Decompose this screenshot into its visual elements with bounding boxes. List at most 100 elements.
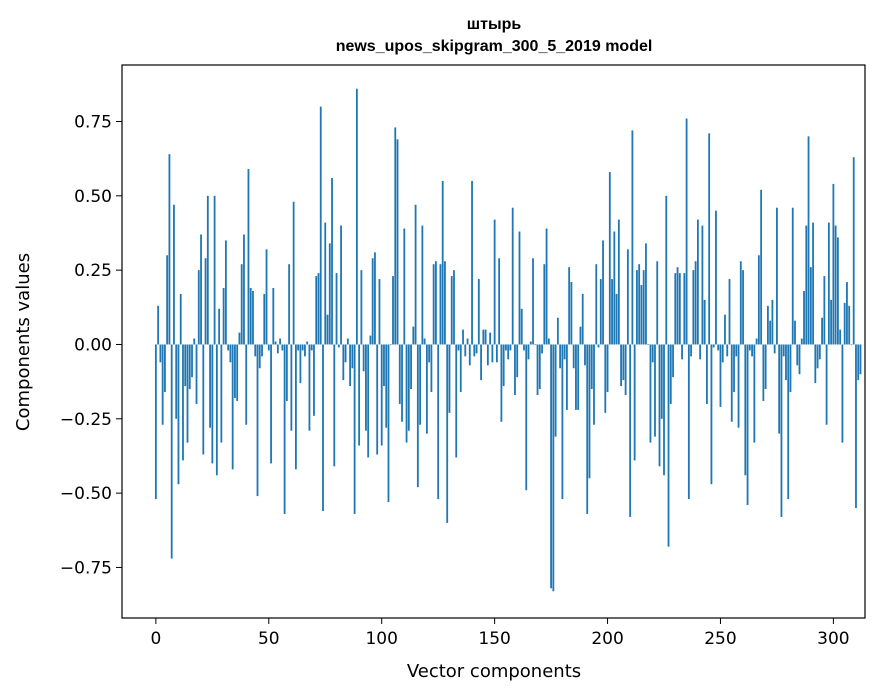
bar-13 [184, 344, 187, 387]
plot-frame [121, 64, 866, 619]
bar-243 [703, 299, 706, 345]
bar-168 [534, 344, 537, 346]
bar-237 [690, 344, 693, 357]
x-axis-label: Vector components [407, 661, 581, 682]
bar-25 [211, 344, 214, 464]
bar-242 [701, 225, 704, 345]
bar-221 [654, 344, 656, 437]
bar-182 [565, 344, 568, 410]
bar-238 [692, 270, 695, 345]
bar-85 [346, 338, 349, 345]
bar-156 [507, 344, 510, 360]
bar-3 [161, 344, 164, 425]
bar-90 [358, 344, 361, 446]
bar-23 [206, 195, 209, 345]
chart-title-line1: штырь [467, 16, 522, 33]
y-tick-label: 0.00 [74, 335, 112, 355]
bar-78 [331, 177, 333, 345]
bar-171 [541, 344, 543, 354]
bar-29 [220, 344, 223, 443]
bar-203 [613, 231, 616, 345]
bar-92 [362, 344, 365, 372]
bar-164 [525, 344, 528, 491]
bar-130 [448, 344, 451, 413]
chart-title-line2: news_upos_skipgram_300_5_2019 model [336, 38, 653, 55]
bar-302 [837, 237, 839, 345]
bar-180 [561, 344, 564, 500]
bar-81 [337, 344, 340, 348]
bar-235 [685, 118, 688, 345]
bar-187 [577, 344, 580, 410]
bar-72 [317, 273, 320, 345]
y-tick-label: 0.50 [74, 187, 112, 207]
bar-126 [439, 264, 442, 345]
bar-135 [459, 344, 462, 393]
bar-249 [717, 344, 720, 351]
bar-223 [658, 344, 661, 467]
bar-280 [787, 344, 790, 500]
bar-89 [355, 88, 358, 345]
bar-142 [475, 344, 478, 354]
bar-84 [344, 344, 347, 363]
bar-286 [800, 338, 803, 345]
bar-233 [681, 344, 683, 360]
bar-45 [256, 344, 259, 497]
bar-8 [173, 204, 175, 345]
bar-46 [258, 344, 261, 369]
bar-252 [724, 314, 726, 345]
bar-14 [186, 344, 189, 443]
bar-276 [778, 344, 781, 434]
bar-163 [523, 344, 525, 351]
bar-50 [267, 344, 270, 351]
bar-270 [764, 344, 767, 390]
bar-106 [394, 127, 397, 345]
bar-236 [687, 344, 690, 500]
bar-285 [798, 344, 801, 375]
bar-297 [825, 344, 828, 425]
bar-57 [283, 344, 286, 514]
bar-22 [204, 258, 207, 345]
bar-131 [450, 276, 453, 345]
bar-51 [270, 344, 272, 464]
bar-18 [195, 344, 198, 404]
bar-56 [281, 344, 284, 351]
bar-210 [629, 344, 632, 517]
bar-48 [263, 293, 266, 345]
bar-247 [712, 344, 715, 348]
bar-254 [728, 279, 731, 345]
bar-186 [575, 344, 577, 410]
bar-121 [428, 344, 431, 363]
bar-24 [209, 344, 211, 428]
bar-73 [319, 106, 322, 345]
bar-76 [326, 314, 329, 345]
bar-145 [482, 329, 485, 345]
x-tick-label: 0 [150, 629, 161, 649]
bar-257 [735, 344, 738, 357]
bar-229 [672, 344, 674, 378]
bar-293 [816, 344, 819, 369]
bar-287 [803, 290, 805, 345]
bar-259 [739, 261, 742, 345]
bar-306 [846, 282, 848, 345]
bar-158 [511, 207, 514, 345]
y-tick-label: −0.75 [60, 558, 112, 578]
bar-115 [414, 204, 417, 345]
bar-97 [374, 252, 376, 345]
bar-258 [737, 344, 740, 428]
bar-63 [297, 344, 300, 351]
bar-32 [227, 344, 230, 351]
bar-271 [766, 305, 769, 345]
bar-199 [604, 344, 607, 413]
y-axis: −0.75 −0.50 −0.25 0.00 0.25 0.50 0.75 [60, 112, 122, 578]
bar-37 [238, 332, 241, 345]
bar-308 [850, 344, 853, 346]
bar-138 [466, 338, 469, 345]
bar-99 [378, 279, 381, 345]
bar-95 [369, 335, 372, 345]
bar-275 [776, 207, 778, 345]
bar-1 [157, 305, 160, 345]
bar-118 [421, 225, 424, 345]
bar-269 [762, 344, 765, 401]
bar-137 [464, 344, 467, 357]
bar-282 [791, 207, 794, 345]
